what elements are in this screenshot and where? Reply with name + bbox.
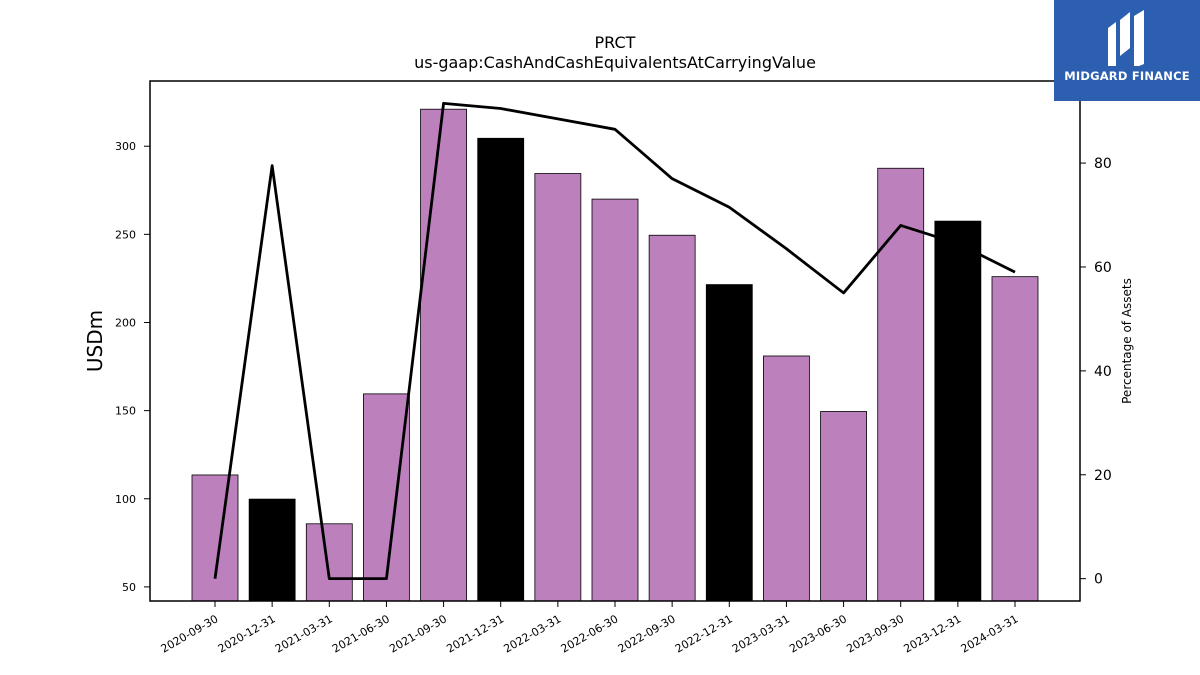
bar-2020-09-30 — [191, 474, 239, 602]
bar-2023-12-31 — [934, 220, 982, 602]
x-tick-label: 2023-09-30 — [844, 612, 906, 655]
y-axis-label: USDm — [83, 310, 107, 372]
bar-2022-03-31 — [534, 173, 582, 602]
y2-tick-label: 40 — [1094, 364, 1112, 380]
y-tick-label: 50 — [122, 581, 136, 594]
y-tick-label: 100 — [115, 493, 136, 506]
bar-2022-06-30 — [591, 198, 639, 602]
x-tick-label: 2021-09-30 — [387, 612, 449, 655]
y-tick-label: 200 — [115, 316, 136, 329]
x-tick-label: 2023-12-31 — [901, 612, 963, 655]
x-tick-label: 2020-12-31 — [216, 612, 278, 655]
brand-logo: MIDGARD FINANCE — [1054, 0, 1200, 101]
midgard-logo-icon — [1108, 10, 1144, 66]
x-tick-label: 2023-06-30 — [787, 612, 849, 655]
y2-axis-label: Percentage of Assets — [1120, 278, 1134, 404]
x-tick-label: 2022-06-30 — [559, 612, 621, 655]
bar-2024-03-31 — [991, 276, 1039, 602]
bar-2020-12-31 — [248, 498, 296, 602]
y-tick-label: 250 — [115, 228, 136, 241]
bar-2023-06-30 — [820, 411, 867, 602]
x-tick-label: 2021-06-30 — [330, 612, 392, 655]
x-tick-label: 2021-12-31 — [444, 612, 506, 655]
bar-2022-12-31 — [705, 284, 753, 602]
x-tick-label: 2022-12-31 — [673, 612, 735, 655]
x-tick-label: 2021-03-31 — [273, 612, 335, 655]
x-tick-label: 2022-09-30 — [616, 612, 678, 655]
x-tick-label: 2020-09-30 — [159, 612, 221, 655]
y-tick-label: 300 — [115, 140, 136, 153]
bar-2021-12-31 — [477, 137, 525, 602]
y2-tick-label: 60 — [1094, 260, 1112, 276]
x-tick-label: 2024-03-31 — [959, 612, 1021, 655]
brand-name: MIDGARD FINANCE — [1064, 69, 1190, 83]
y2-tick-label: 0 — [1094, 572, 1103, 588]
bar-2022-09-30 — [648, 234, 696, 602]
y-tick-label: 150 — [115, 405, 136, 418]
chart-title: PRCT — [595, 33, 636, 52]
x-tick-label: 2023-03-31 — [730, 612, 792, 655]
y2-tick-label: 20 — [1094, 468, 1112, 484]
bar-2021-03-31 — [305, 523, 353, 602]
bar-2021-06-30 — [363, 393, 410, 602]
x-tick-label: 2022-03-31 — [501, 612, 563, 655]
bar-2023-03-31 — [763, 355, 810, 602]
chart-subtitle: us-gaap:CashAndCashEquivalentsAtCarrying… — [414, 53, 816, 72]
percentage-of-assets-line — [213, 101, 1016, 581]
y2-tick-label: 80 — [1094, 156, 1112, 172]
bar-2021-09-30 — [420, 108, 467, 602]
bar-2023-09-30 — [877, 167, 925, 602]
